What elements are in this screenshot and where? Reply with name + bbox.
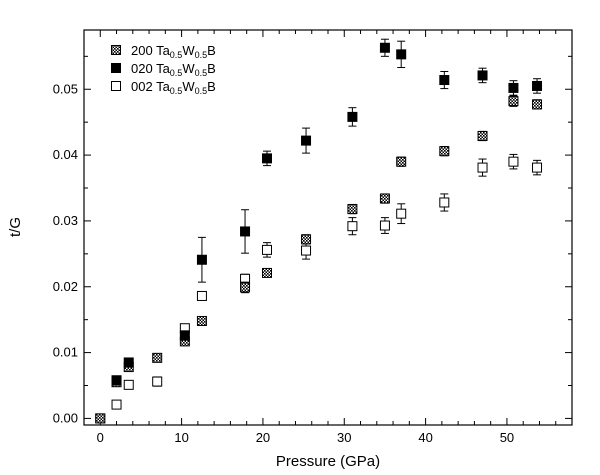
series-1 [111, 38, 543, 386]
legend-entry: 002 Ta0.5W0.5B [131, 79, 216, 96]
legend-entry: 020 Ta0.5W0.5B [131, 61, 216, 78]
data-point [240, 282, 251, 293]
data-point [508, 96, 519, 107]
x-axis-label: Pressure (GPa) [276, 453, 380, 470]
data-point [196, 290, 207, 301]
data-point [111, 399, 122, 410]
data-point [152, 376, 163, 387]
legend-marker [111, 81, 121, 91]
legend-marker [111, 63, 121, 73]
legend-text-part: B [207, 79, 216, 94]
data-point [301, 135, 312, 146]
y-tick-label: 0.04 [53, 147, 78, 162]
legend-text-part: W [182, 79, 195, 94]
data-point [477, 130, 488, 141]
legend-text-part: B [207, 43, 216, 58]
data-point [379, 42, 390, 53]
y-tick-label: 0.05 [53, 81, 78, 96]
data-point [532, 162, 543, 173]
data-point [508, 156, 519, 167]
y-axis-label: t/G [7, 217, 24, 237]
x-tick-label: 0 [97, 430, 104, 445]
x-tick-label: 30 [337, 430, 351, 445]
data-point [240, 226, 251, 237]
data-point [347, 111, 358, 122]
y-tick-label: 0.01 [53, 345, 78, 360]
series-0 [95, 95, 543, 424]
legend-subscript: 0.5 [170, 86, 183, 96]
data-point [262, 267, 272, 278]
data-point [111, 375, 122, 386]
legend-entry: 200 Ta0.5W0.5B [131, 43, 216, 60]
data-point [347, 221, 358, 232]
series-2 [95, 153, 543, 424]
legend-marker [111, 45, 121, 55]
data-point [196, 254, 207, 265]
y-tick-label: 0.03 [53, 213, 78, 228]
data-point [301, 245, 312, 256]
legend-subscript: 0.5 [170, 68, 183, 78]
data-point [439, 146, 450, 157]
axis-ticks: 0 10 20 30 40 50 0.00 0.01 0.02 0.03 0.04 0.05 [53, 30, 572, 445]
x-tick-label: 50 [500, 430, 514, 445]
legend-text-part: W [182, 61, 195, 76]
data-point [152, 352, 163, 363]
data-point [477, 70, 488, 81]
data-point [123, 379, 134, 390]
data-point [439, 75, 450, 86]
data-point [532, 80, 543, 91]
data-point [532, 99, 543, 110]
x-tick-label: 20 [256, 430, 270, 445]
data-point [477, 162, 488, 173]
data-marks [95, 38, 543, 424]
legend-text-part: 200 Ta [131, 43, 171, 58]
legend-text-part: W [182, 43, 195, 58]
legend-subscript: 0.5 [195, 50, 208, 60]
data-point [262, 153, 272, 164]
y-tick-label: 0.00 [53, 410, 78, 425]
data-point [95, 413, 106, 424]
legend-text-part: 002 Ta [131, 79, 171, 94]
y-tick-label: 0.02 [53, 279, 78, 294]
data-point [301, 234, 312, 245]
legend-text-part: B [207, 61, 216, 76]
data-point [396, 49, 407, 60]
data-point [379, 193, 390, 204]
data-point [262, 244, 272, 255]
legend-subscript: 0.5 [170, 50, 183, 60]
data-point [347, 204, 358, 215]
data-point [396, 156, 407, 167]
data-point [379, 220, 390, 231]
data-point [196, 315, 207, 326]
data-point [439, 197, 450, 208]
data-point [179, 330, 190, 341]
data-point [508, 82, 519, 93]
data-point [396, 208, 407, 219]
legend-subscript: 0.5 [195, 68, 208, 78]
legend-subscript: 0.5 [195, 86, 208, 96]
x-tick-label: 40 [418, 430, 432, 445]
legend-text-part: 020 Ta [131, 61, 171, 76]
x-tick-label: 10 [174, 430, 188, 445]
data-point [123, 357, 134, 368]
